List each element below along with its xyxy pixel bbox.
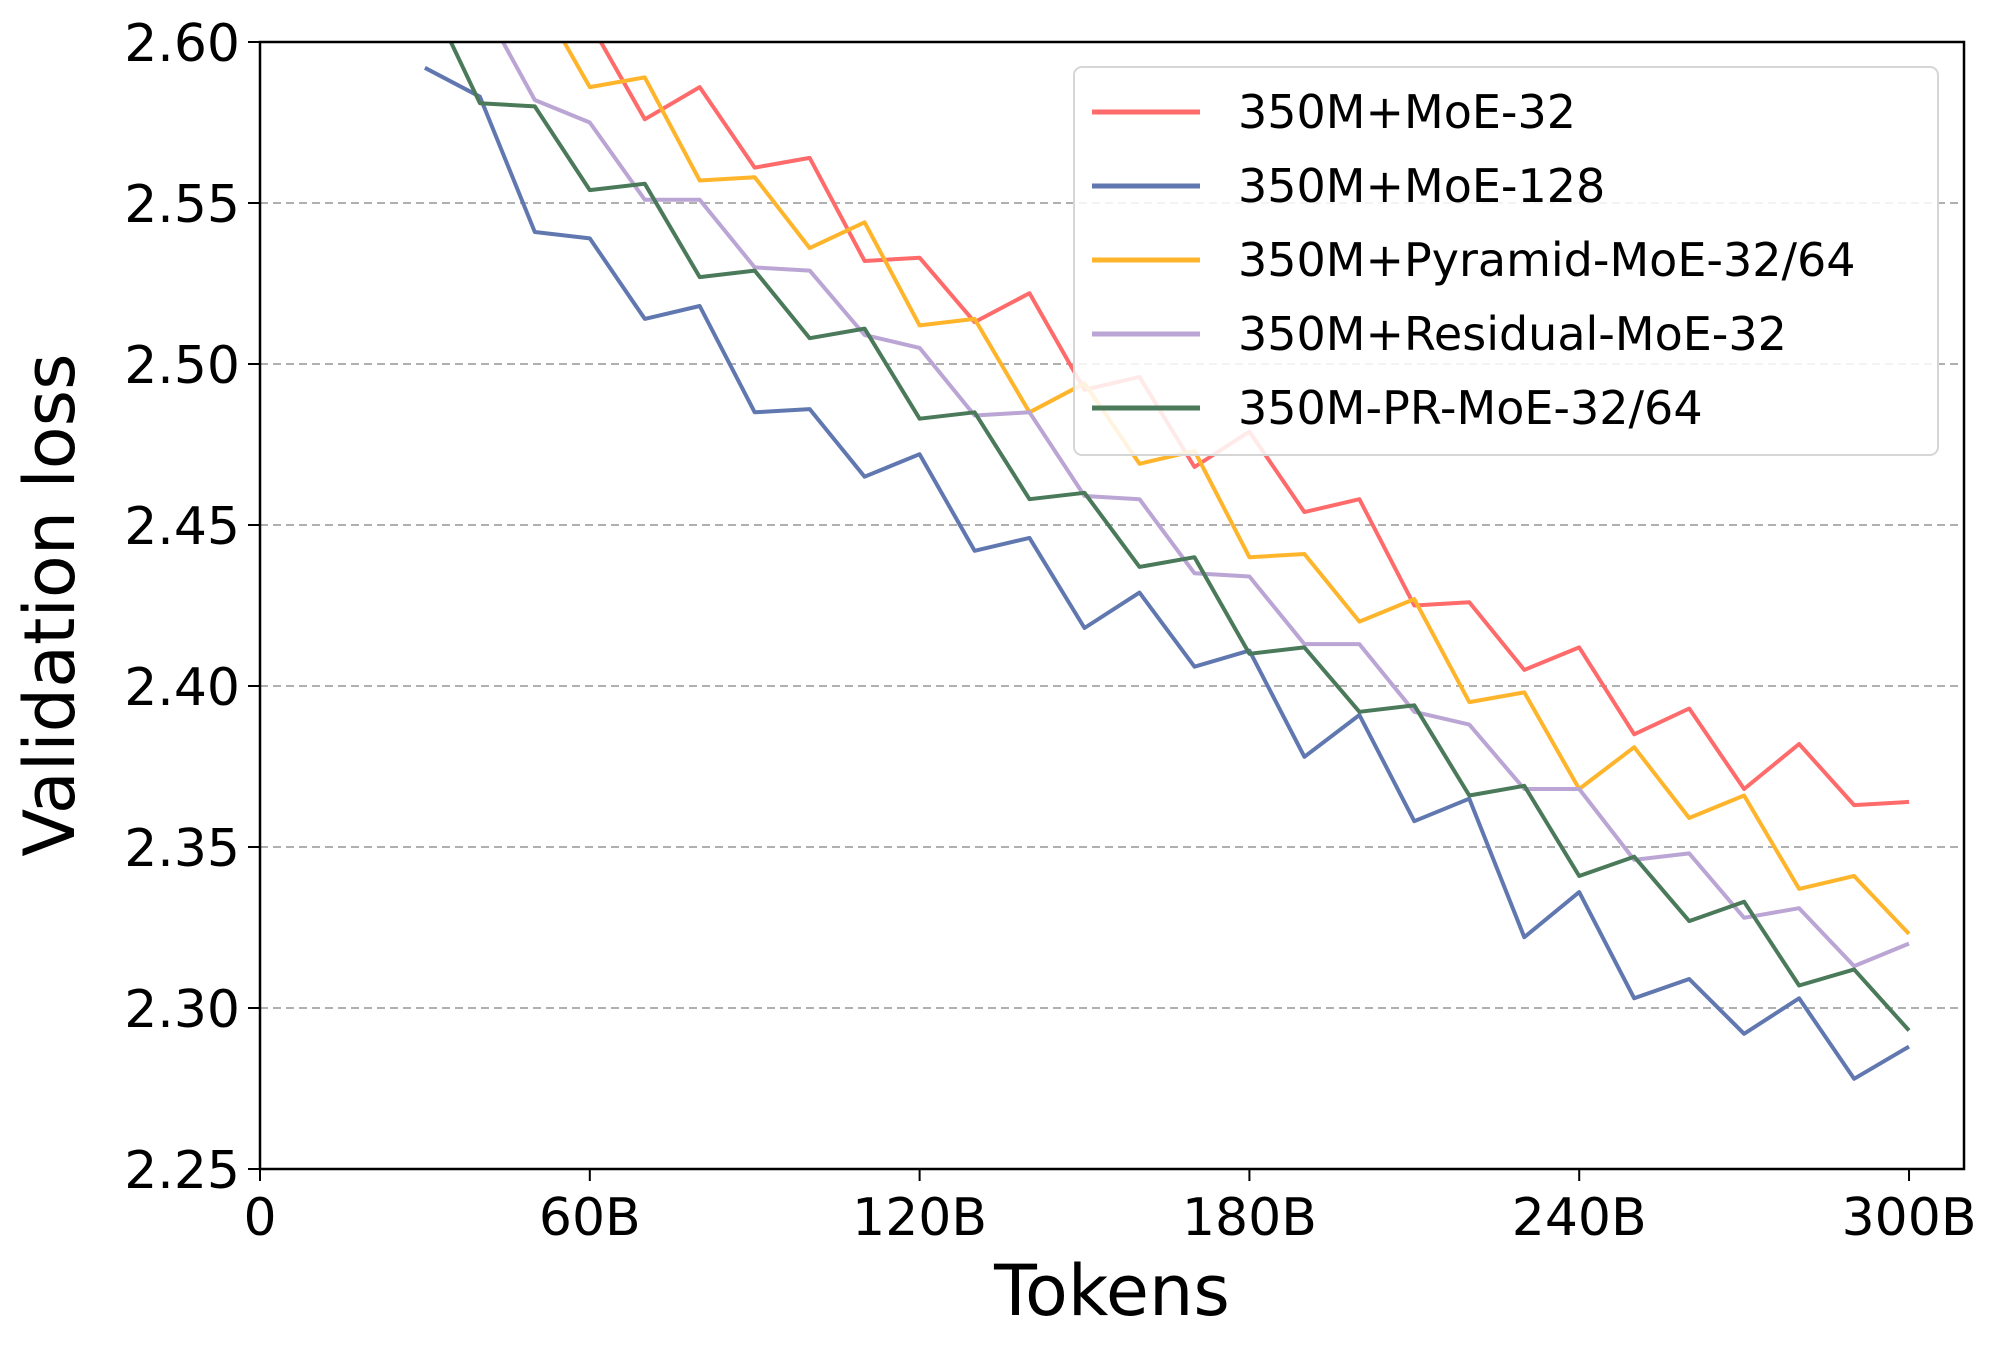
series-line-4: [448, 42, 1911, 1032]
y-tick-label: 2.35: [124, 819, 240, 879]
legend: 350M+MoE-32 350M+MoE-128 350M+Pyramid-MoE-…: [1073, 66, 1939, 456]
y-tick-label: 2.50: [124, 336, 240, 396]
x-tick-label: 240B: [1512, 1188, 1647, 1248]
y-tick-label: 2.25: [124, 1141, 240, 1201]
y-tick-label: 2.30: [124, 980, 240, 1040]
x-tick-label: 300B: [1842, 1188, 1977, 1248]
x-tick-label: 120B: [852, 1188, 987, 1248]
legend-entry: 350M+Residual-MoE-32: [1238, 307, 1787, 361]
y-tick-label: 2.60: [124, 14, 240, 74]
plot-frame: [258, 40, 1966, 1171]
y-axis: 2.25 2.30 2.35 2.40 2.45 2.50 2.55 2.60: [124, 14, 260, 1201]
legend-entry: 350M+Pyramid-MoE-32/64: [1238, 233, 1856, 287]
y-tick-label: 2.55: [124, 175, 240, 235]
legend-entry: 350M-PR-MoE-32/64: [1238, 381, 1703, 435]
legend-entry: 350M+MoE-32: [1238, 85, 1576, 139]
x-tick-label: 180B: [1182, 1188, 1317, 1248]
x-axis-label: Tokens: [993, 1250, 1230, 1332]
x-tick-label: 60B: [539, 1188, 641, 1248]
y-axis-label: Validation loss: [9, 353, 91, 856]
series-line-3: [500, 42, 1910, 969]
x-axis: 0 60B 120B 180B 240B 300B: [243, 1169, 1977, 1248]
series-line-1: [423, 66, 1911, 1081]
legend-entry: 350M+MoE-128: [1238, 159, 1605, 213]
legend-box: [1073, 66, 1939, 456]
series-line-2: [561, 42, 1911, 936]
x-tick-label: 0: [243, 1188, 276, 1248]
y-tick-label: 2.40: [124, 658, 240, 718]
y-tick-label: 2.45: [124, 497, 240, 557]
